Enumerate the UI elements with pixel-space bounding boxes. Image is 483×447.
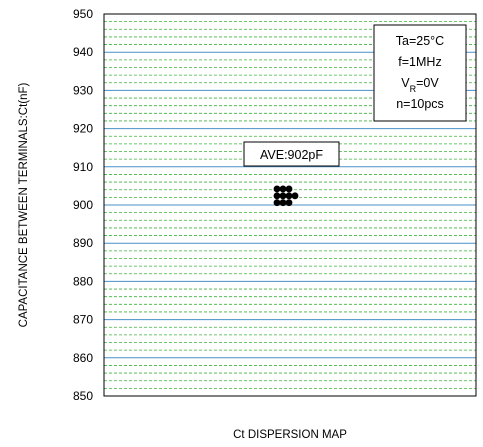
condition-ta: Ta=25°C — [396, 34, 444, 48]
y-axis-title: CAPACITANCE BETWEEN TERMINALS:Ct(nF) — [18, 82, 30, 327]
y-tick-label: 850 — [73, 389, 93, 403]
data-point — [285, 199, 293, 207]
data-point — [285, 192, 293, 200]
y-tick-label: 940 — [73, 45, 93, 59]
y-tick-label: 920 — [73, 122, 93, 136]
y-axis-ticks: 850 860 870 880 890 900 910 920 930 940 950 — [73, 7, 93, 403]
y-tick-label: 900 — [73, 198, 93, 212]
data-point — [273, 185, 281, 193]
y-tick-label: 950 — [73, 7, 93, 21]
y-tick-label: 910 — [73, 160, 93, 174]
data-point — [279, 192, 287, 200]
plot-frame — [103, 13, 477, 397]
data-point — [273, 192, 281, 200]
condition-frequency: f=1MHz — [398, 55, 441, 69]
data-points — [273, 185, 299, 207]
x-axis-title: Ct DISPERSION MAP — [233, 429, 347, 441]
average-label: AVE:902pF — [260, 148, 323, 162]
average-box — [243, 141, 340, 167]
data-point — [279, 199, 287, 207]
y-tick-label: 860 — [73, 351, 93, 365]
vr-subscript: R — [410, 84, 417, 94]
y-tick-label: 870 — [73, 313, 93, 327]
vr-prefix: V — [401, 76, 410, 90]
conditions-box: Ta=25°C f=1MHz VR=0V n=10pcs — [373, 24, 467, 122]
data-point — [273, 199, 281, 207]
condition-vr: VR=0V — [401, 76, 439, 94]
average-annotation: AVE:902pF — [243, 141, 340, 167]
conditions-frame — [373, 24, 467, 122]
y-tick-label: 890 — [73, 236, 93, 250]
y-tick-label: 930 — [73, 83, 93, 97]
data-point — [279, 185, 287, 193]
vr-suffix: =0V — [416, 76, 439, 90]
condition-sample-count: n=10pcs — [396, 97, 444, 111]
data-point — [285, 185, 293, 193]
y-tick-label: 880 — [73, 274, 93, 288]
data-point — [291, 192, 299, 200]
